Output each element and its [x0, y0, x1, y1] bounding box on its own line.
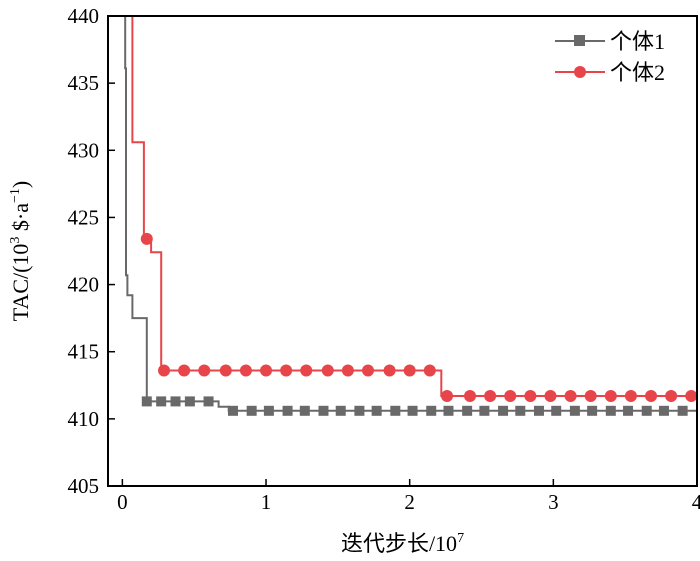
series-2-marker: [624, 390, 637, 403]
series-1-marker: [605, 405, 616, 416]
series-1-marker: [263, 405, 274, 416]
series-1-marker: [141, 396, 152, 407]
series-1-marker: [658, 405, 669, 416]
series-1-marker: [299, 405, 310, 416]
series-1-marker: [569, 405, 580, 416]
series-2-marker: [239, 364, 252, 377]
series-2-marker: [260, 364, 273, 377]
series-1-marker: [184, 396, 195, 407]
series-1-marker: [227, 405, 238, 416]
y-axis-title: TAC/(103 $·a−1): [8, 181, 33, 322]
series-1-marker: [533, 405, 544, 416]
series-2-marker: [665, 390, 678, 403]
series-1-marker: [318, 405, 329, 416]
series-2-marker: [321, 364, 334, 377]
legend-marker-series-2: [574, 66, 586, 78]
series-2-marker: [198, 364, 211, 377]
x-axis-title-exponent: 7: [457, 531, 464, 546]
series-1-marker: [623, 405, 634, 416]
y-tick-label: 405: [68, 474, 100, 498]
series-2-marker: [484, 390, 497, 403]
series-2-marker: [544, 390, 557, 403]
series-1-marker: [354, 405, 365, 416]
y-axis-title-close: ): [8, 181, 33, 188]
x-axis-title-text: 迭代步长/10: [341, 531, 457, 556]
legend: 个体1 个体2: [555, 29, 665, 85]
series-2-marker: [178, 364, 191, 377]
series-1-marker: [246, 405, 257, 416]
series-1-marker: [282, 405, 293, 416]
x-tick-label: 2: [404, 490, 415, 514]
y-axis-title-suffix-exponent: −1: [8, 188, 23, 203]
series-2-marker: [645, 390, 658, 403]
series-2-marker: [403, 364, 416, 377]
series-2-marker: [564, 390, 577, 403]
series-2-marker: [464, 390, 477, 403]
series-1-marker: [335, 405, 346, 416]
series-1-marker: [479, 405, 490, 416]
y-axis-title-suffix: $·a: [8, 203, 33, 237]
y-axis-title-exponent: 3: [8, 237, 23, 244]
series-2-marker: [219, 364, 232, 377]
series-1-marker: [156, 396, 167, 407]
series-2-line: [131, 16, 697, 397]
tick-layer: 0 1 2 3 4 405 410 415 420 425 430 435 440: [68, 4, 700, 514]
y-tick-label: 430: [68, 138, 100, 162]
series-2-marker: [341, 364, 354, 377]
x-tick-label: 4: [692, 490, 700, 514]
series-2-marker: [441, 390, 454, 403]
series-1-marker: [587, 405, 598, 416]
series-1-line: [124, 16, 697, 412]
series-1-marker: [426, 405, 437, 416]
y-tick-label: 435: [68, 71, 100, 95]
series-1-marker: [443, 405, 454, 416]
series-1-marker: [462, 405, 473, 416]
series-2-marker: [685, 390, 697, 403]
series-2-marker: [584, 390, 597, 403]
x-tick-label: 1: [261, 490, 272, 514]
series-2-marker: [140, 232, 153, 245]
x-tick-label: 3: [548, 490, 559, 514]
series-2-marker: [158, 364, 171, 377]
series-2-marker: [300, 364, 313, 377]
x-tick-label: 0: [117, 490, 128, 514]
series-1-marker: [371, 405, 382, 416]
series-2-marker: [423, 364, 436, 377]
series-2-marker: [362, 364, 375, 377]
y-tick-label: 420: [68, 273, 100, 297]
series-1-marker: [641, 405, 652, 416]
y-tick-label: 410: [68, 407, 100, 431]
series-1-marker: [498, 405, 509, 416]
y-tick-label: 415: [68, 340, 100, 364]
series-2-marker: [280, 364, 293, 377]
series-2-marker: [504, 390, 517, 403]
series-1-marker: [515, 405, 526, 416]
y-axis-title-text: TAC/(10: [8, 244, 33, 322]
series-layer: [124, 16, 697, 416]
series-1-marker: [407, 405, 418, 416]
series-2-marker: [524, 390, 537, 403]
x-axis-title: 迭代步长/107: [341, 531, 464, 556]
series-1-marker: [170, 396, 181, 407]
legend-marker-series-1: [574, 35, 585, 46]
series-2-marker: [383, 364, 396, 377]
legend-label-series-2: 个体2: [610, 60, 665, 85]
legend-label-series-1: 个体1: [610, 29, 665, 54]
series-1-marker: [677, 405, 688, 416]
series-1-marker: [390, 405, 401, 416]
y-tick-label: 440: [68, 4, 100, 28]
series-2-marker: [604, 390, 617, 403]
series-1-marker: [551, 405, 562, 416]
y-tick-label: 425: [68, 205, 100, 229]
plot-frame: [107, 15, 698, 487]
series-1-marker: [203, 396, 214, 407]
